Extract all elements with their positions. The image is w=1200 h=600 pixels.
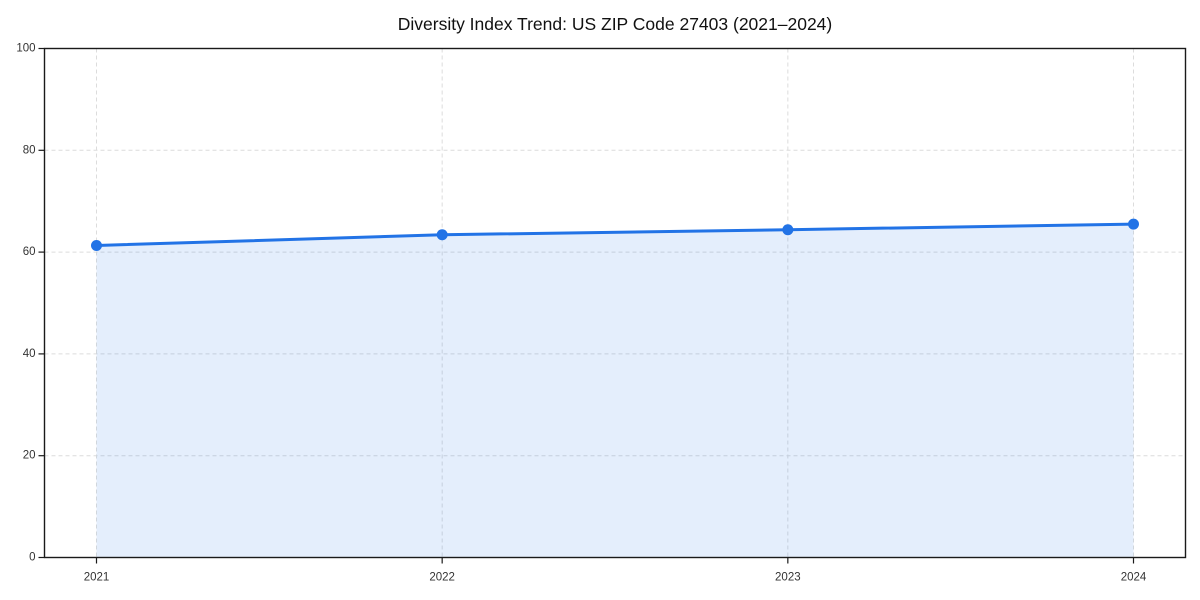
- x-tick-label: 2024: [1121, 572, 1147, 584]
- y-tick-label: 100: [16, 43, 35, 55]
- data-point-marker: [436, 229, 448, 241]
- x-tick-label: 2023: [775, 572, 801, 584]
- x-tick-label: 2021: [84, 572, 110, 584]
- data-point-marker: [1128, 218, 1139, 230]
- y-tick-label: 0: [29, 552, 35, 564]
- data-point-marker: [782, 224, 794, 236]
- trend-line: [95, 222, 1135, 247]
- plot-frame: [43, 47, 1187, 559]
- y-tick-label: 20: [23, 450, 36, 462]
- x-tick-label: 2022: [429, 572, 455, 584]
- chart-title: Diversity Index Trend: US ZIP Code 27403…: [398, 14, 833, 34]
- y-tick-label: 60: [23, 246, 36, 258]
- y-tick-label: 80: [23, 144, 36, 156]
- data-point-marker: [91, 239, 102, 251]
- area-fill: [96, 224, 1134, 558]
- y-tick-label: 40: [23, 348, 36, 360]
